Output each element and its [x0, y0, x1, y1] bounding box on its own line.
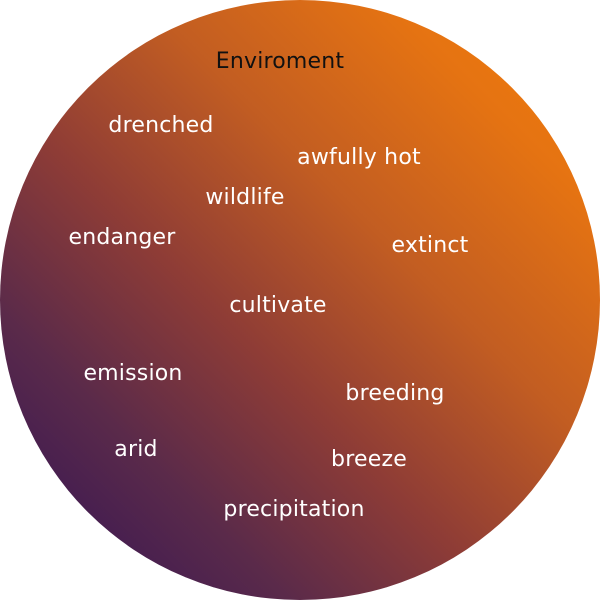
- word-wildlife: wildlife: [205, 185, 285, 210]
- word-breeding: breeding: [345, 381, 445, 406]
- word-breeze: breeze: [331, 447, 407, 472]
- word-arid: arid: [114, 437, 158, 462]
- word-precipitation: precipitation: [223, 497, 365, 522]
- word-awfully-hot: awfully hot: [297, 145, 421, 170]
- word-extinct: extinct: [391, 233, 469, 258]
- word-emission: emission: [83, 361, 183, 386]
- word-endanger: endanger: [68, 225, 176, 250]
- word-cultivate: cultivate: [229, 293, 327, 318]
- word-drenched: drenched: [108, 113, 214, 138]
- cloud-title: Enviroment: [215, 49, 345, 74]
